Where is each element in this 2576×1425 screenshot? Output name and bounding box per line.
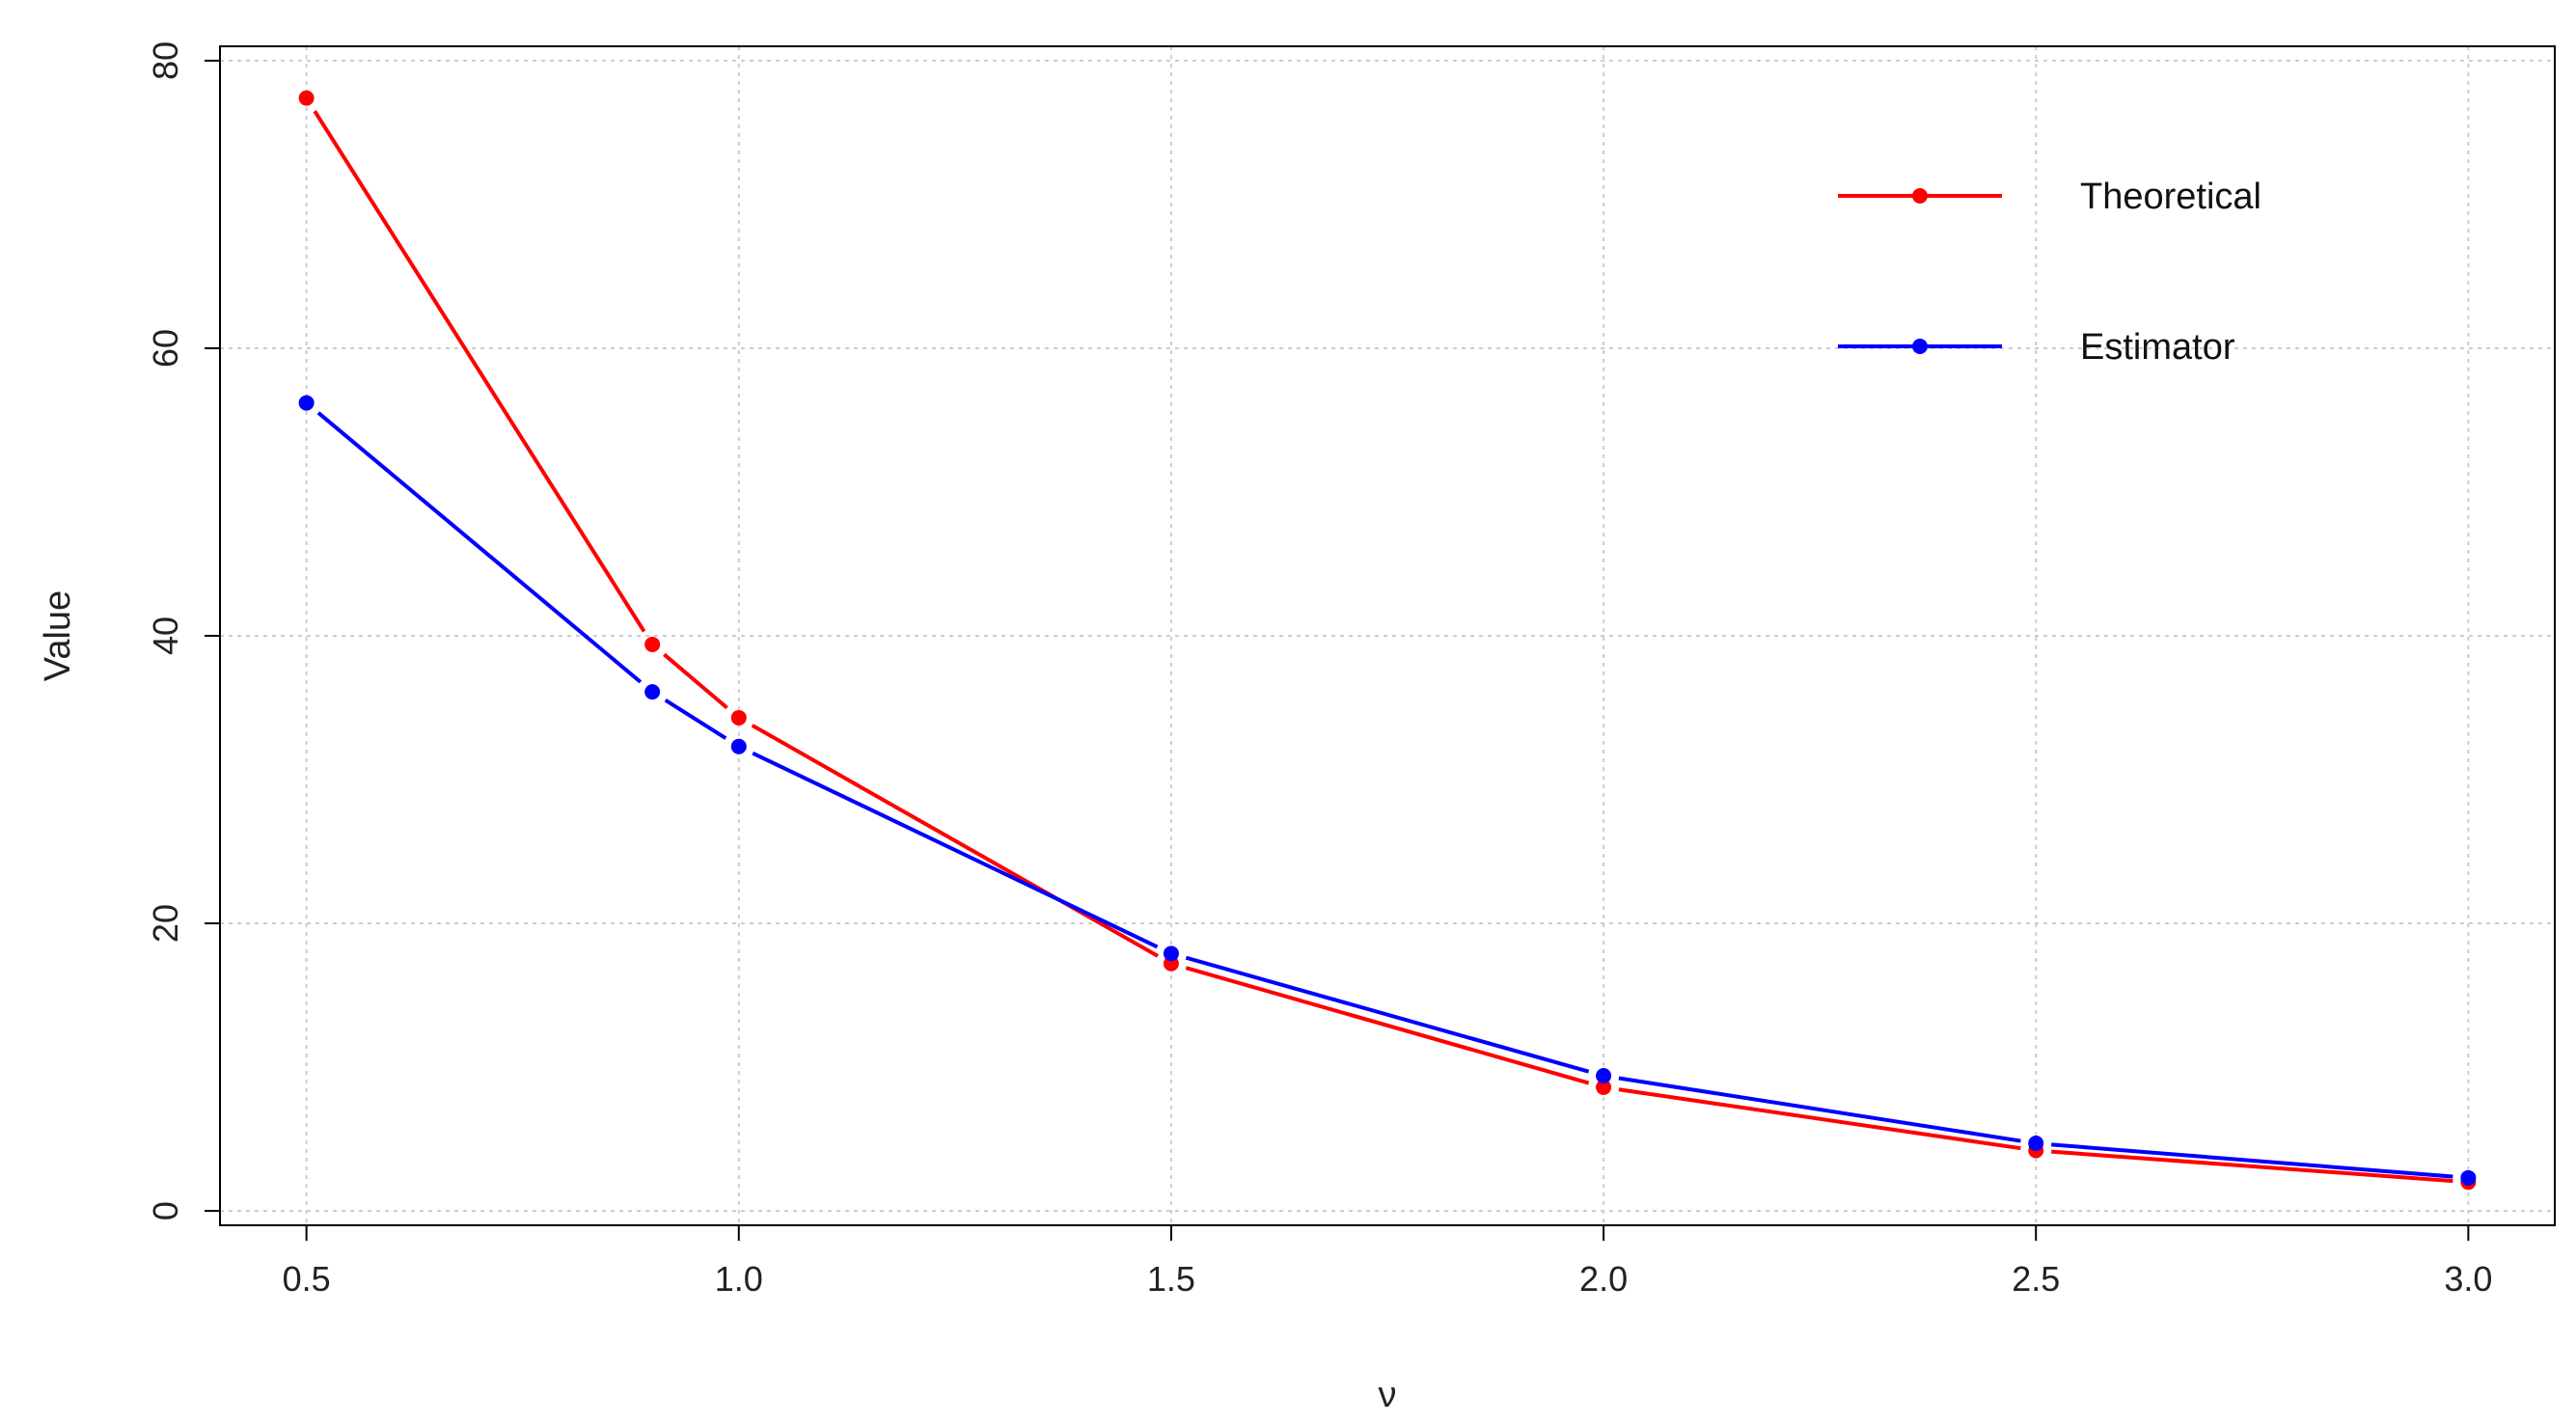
series-segment [1185, 966, 1590, 1085]
data-point [298, 90, 315, 106]
x-tick-label: 2.5 [2012, 1259, 2060, 1299]
data-point [730, 738, 747, 754]
data-point [644, 636, 661, 652]
data-point [644, 684, 661, 700]
series-segment [663, 652, 728, 710]
data-point [730, 709, 747, 726]
data-point [2460, 1169, 2477, 1186]
data-point [1596, 1068, 1612, 1084]
legend-item-theoretical: Theoretical [1838, 177, 2261, 217]
series-segment [1618, 1087, 2021, 1151]
series-lines [298, 90, 2477, 1191]
x-tick-label: 1.5 [1147, 1259, 1195, 1299]
series-estimator [298, 395, 2477, 1186]
legend: Theoretical Estimator [1838, 177, 2261, 368]
legend-label-theoretical: Theoretical [2080, 177, 2261, 217]
series-theoretical [298, 90, 2477, 1191]
data-point [2028, 1136, 2044, 1152]
series-segment [752, 751, 1159, 949]
series-segment [751, 724, 1160, 958]
y-tick-label: 0 [146, 1201, 185, 1220]
series-segment [316, 411, 643, 684]
data-point [1596, 1079, 1612, 1095]
series-segment [2051, 1149, 2453, 1184]
y-tick-label: 80 [146, 41, 185, 80]
x-axis-title: ν [1379, 1375, 1397, 1415]
legend-item-estimator: Estimator [1838, 327, 2235, 368]
series-segment [1185, 955, 1590, 1074]
legend-marker-estimator [1912, 339, 1928, 354]
series-segment [1618, 1076, 2021, 1143]
y-tick-label: 20 [146, 904, 185, 943]
y-tick-label: 60 [146, 329, 185, 368]
grid [220, 46, 2555, 1225]
series-segment [664, 698, 727, 740]
series-segment [313, 110, 646, 633]
y-tick-label: 40 [146, 617, 185, 655]
x-tick-label: 2.0 [1579, 1259, 1628, 1299]
x-tick-label: 1.0 [715, 1259, 763, 1299]
axes: 0.5 1.0 1.5 2.0 2.5 3.0 0 20 40 60 80 [146, 41, 2492, 1299]
y-axis-title: Value [38, 590, 78, 681]
x-tick-label: 3.0 [2444, 1259, 2492, 1299]
x-tick-label: 0.5 [283, 1259, 331, 1299]
legend-label-estimator: Estimator [2080, 327, 2235, 368]
series-segment [2051, 1142, 2453, 1179]
data-point [1163, 945, 1179, 962]
legend-marker-theoretical [1912, 188, 1928, 204]
data-point [298, 395, 315, 411]
